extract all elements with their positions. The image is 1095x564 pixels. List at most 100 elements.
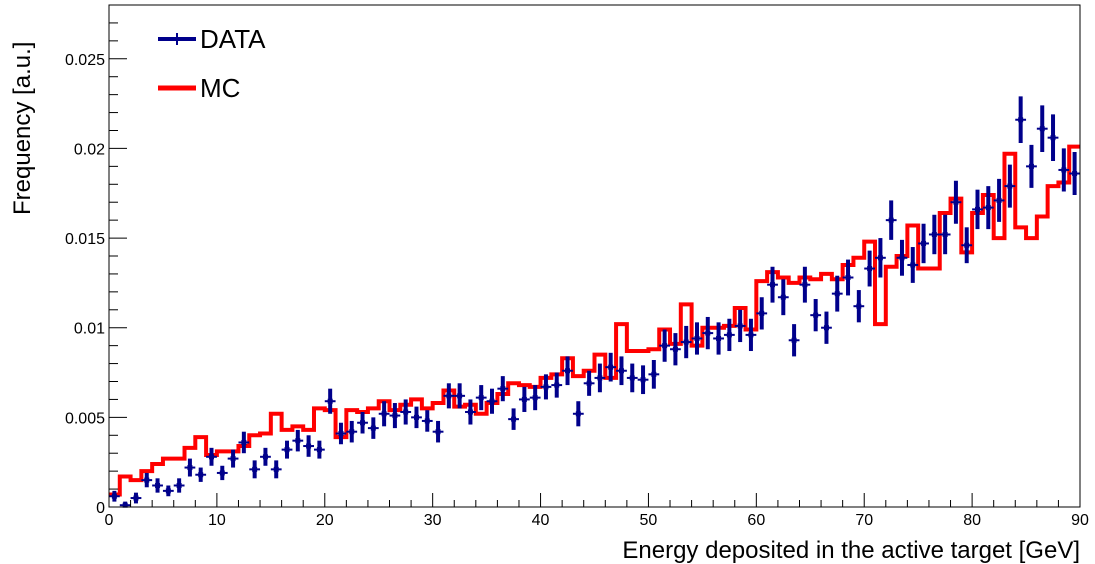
data-marker — [748, 332, 754, 338]
data-point — [572, 401, 584, 427]
data-marker — [705, 330, 711, 336]
data-point — [648, 359, 660, 389]
y-tick-label: 0.025 — [65, 52, 105, 69]
data-point — [238, 431, 250, 454]
data-marker — [597, 375, 603, 381]
data-marker — [953, 199, 959, 205]
data-marker — [403, 409, 409, 415]
x-tick-label: 40 — [532, 512, 550, 529]
data-point — [173, 478, 185, 493]
data-point — [249, 460, 261, 479]
data-marker — [349, 429, 355, 435]
data-marker — [543, 384, 549, 390]
data-marker — [931, 231, 937, 237]
data-point — [281, 440, 293, 459]
data-point — [270, 460, 282, 479]
data-point — [875, 238, 886, 278]
data-marker — [575, 411, 581, 417]
data-marker — [338, 430, 344, 436]
y-axis-tick-labels: 0 0.005 0.01 0.015 0.02 0.025 — [65, 52, 105, 517]
x-tick-label: 10 — [208, 512, 226, 529]
data-marker — [942, 231, 948, 237]
data-marker — [565, 368, 571, 374]
data-marker — [834, 291, 840, 297]
data-marker — [640, 377, 646, 383]
data-marker — [435, 429, 441, 435]
data-marker — [144, 477, 150, 483]
data-marker — [208, 454, 214, 460]
data-marker — [759, 310, 765, 316]
data-marker — [521, 396, 527, 402]
data-point — [831, 275, 843, 312]
data-point — [562, 356, 573, 386]
data-marker — [262, 454, 268, 460]
data-point — [767, 266, 778, 303]
data-marker — [964, 242, 970, 248]
data-point — [152, 478, 163, 493]
data-point — [1004, 164, 1016, 208]
data-point — [928, 214, 940, 255]
legend-label-data: DATA — [200, 24, 266, 54]
data-point — [637, 365, 649, 395]
data-marker — [1061, 167, 1067, 173]
data-point — [810, 299, 822, 332]
y-tick-label: 0.02 — [74, 141, 105, 158]
data-marker — [392, 413, 398, 419]
y-tick-label: 0.005 — [65, 410, 105, 427]
data-point — [292, 429, 304, 452]
data-point — [1015, 96, 1027, 144]
data-marker — [1028, 163, 1034, 169]
data-marker — [910, 262, 916, 268]
data-marker — [511, 416, 517, 422]
data-marker — [316, 447, 322, 453]
data-marker — [586, 380, 592, 386]
data-point — [454, 383, 466, 409]
data-point — [1069, 152, 1080, 196]
y-axis-ticks — [109, 4, 127, 508]
data-marker — [500, 386, 506, 392]
data-marker — [165, 488, 171, 494]
data-marker — [273, 466, 279, 472]
data-point — [130, 492, 142, 504]
data-point — [432, 420, 444, 443]
data-point — [821, 311, 832, 344]
data-marker — [845, 275, 851, 281]
x-tick-label: 50 — [640, 512, 658, 529]
data-point — [206, 447, 217, 466]
data-point — [756, 297, 768, 330]
x-tick-label: 60 — [747, 512, 765, 529]
data-point — [162, 485, 174, 497]
data-point — [303, 435, 314, 457]
data-point — [378, 401, 390, 427]
data-marker — [985, 205, 991, 211]
data-marker — [489, 398, 495, 404]
data-marker — [813, 312, 819, 318]
x-tick-label: 80 — [963, 512, 981, 529]
data-marker — [1007, 183, 1013, 189]
y-axis-title: Frequency [a.u.] — [9, 42, 36, 215]
data-point — [691, 322, 703, 355]
data-marker — [252, 466, 258, 472]
data-marker — [877, 255, 883, 261]
mc-histogram-line — [109, 144, 1080, 497]
data-point — [659, 329, 671, 362]
x-tick-label: 0 — [105, 512, 114, 529]
data-point — [551, 372, 563, 398]
data-point — [993, 178, 1005, 222]
data-point — [670, 333, 681, 366]
data-marker — [662, 343, 668, 349]
data-point — [702, 316, 714, 350]
data-point — [885, 200, 897, 240]
x-tick-label: 20 — [316, 512, 334, 529]
data-point — [1036, 105, 1048, 153]
data-marker — [856, 303, 862, 309]
data-marker — [629, 375, 635, 381]
data-point — [109, 490, 120, 502]
x-axis-title: Energy deposited in the active target [G… — [622, 537, 1080, 564]
data-point — [227, 449, 239, 468]
data-marker — [791, 337, 797, 343]
data-point — [939, 214, 951, 255]
data-point — [594, 363, 606, 393]
data-marker — [360, 420, 366, 426]
data-point — [475, 385, 487, 411]
